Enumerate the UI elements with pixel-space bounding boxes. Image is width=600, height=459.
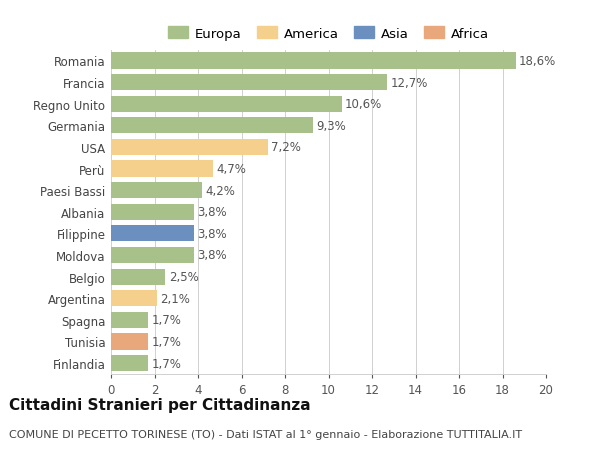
Bar	[111, 161, 213, 177]
Text: 1,7%: 1,7%	[151, 313, 181, 327]
Bar	[111, 334, 148, 350]
Bar	[111, 269, 166, 285]
Text: 9,3%: 9,3%	[317, 119, 346, 133]
Bar	[111, 183, 202, 199]
Bar	[111, 75, 387, 91]
Text: 10,6%: 10,6%	[345, 98, 382, 111]
Text: 12,7%: 12,7%	[391, 76, 428, 90]
Text: 3,8%: 3,8%	[197, 227, 227, 241]
Text: 4,2%: 4,2%	[206, 184, 235, 197]
Text: 7,2%: 7,2%	[271, 141, 301, 154]
Text: 3,8%: 3,8%	[197, 249, 227, 262]
Bar	[111, 118, 313, 134]
Bar	[111, 96, 341, 112]
Text: 2,5%: 2,5%	[169, 270, 199, 284]
Text: 4,7%: 4,7%	[217, 162, 247, 176]
Text: 2,1%: 2,1%	[160, 292, 190, 305]
Bar	[111, 53, 515, 69]
Text: Cittadini Stranieri per Cittadinanza: Cittadini Stranieri per Cittadinanza	[9, 397, 311, 412]
Legend: Europa, America, Asia, Africa: Europa, America, Asia, Africa	[166, 25, 491, 43]
Text: 3,8%: 3,8%	[197, 206, 227, 219]
Bar	[111, 226, 194, 242]
Bar	[111, 204, 194, 220]
Bar	[111, 140, 268, 156]
Bar	[111, 355, 148, 371]
Bar	[111, 312, 148, 328]
Text: 1,7%: 1,7%	[151, 335, 181, 348]
Text: COMUNE DI PECETTO TORINESE (TO) - Dati ISTAT al 1° gennaio - Elaborazione TUTTIT: COMUNE DI PECETTO TORINESE (TO) - Dati I…	[9, 429, 522, 439]
Text: 18,6%: 18,6%	[519, 55, 556, 68]
Bar	[111, 291, 157, 307]
Text: 1,7%: 1,7%	[151, 357, 181, 370]
Bar	[111, 247, 194, 263]
